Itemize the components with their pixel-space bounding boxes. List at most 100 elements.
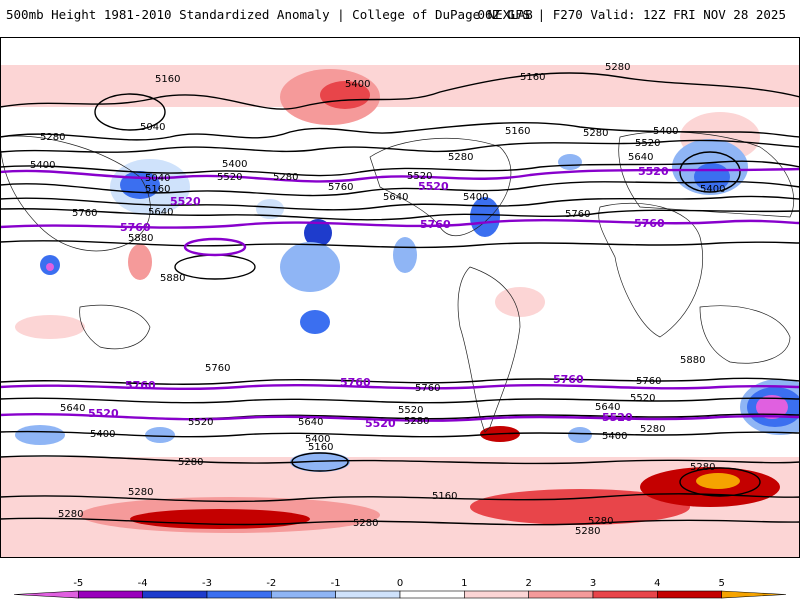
colorbar-tick-label: 2	[525, 578, 531, 589]
contour-label: 5520	[188, 417, 213, 428]
contour-label: 5160	[308, 442, 333, 453]
contour-label: 5160	[505, 126, 530, 137]
contour-label: 5520	[418, 180, 449, 193]
contour-label: 5280	[575, 526, 600, 537]
contour-label: 5160	[145, 184, 170, 195]
colorbar-tick-label: -5	[73, 578, 83, 589]
contour-label: 5280	[690, 462, 715, 473]
highlight-contours	[0, 167, 800, 422]
colorbar-swatch	[142, 590, 208, 599]
contour-label: 5640	[298, 417, 323, 428]
contour-label: 5760	[340, 376, 371, 389]
contour-label: 5400	[463, 192, 488, 203]
contour-label: 5280	[605, 62, 630, 73]
contour-label: 5520	[398, 405, 423, 416]
colorbar-tick-label: 1	[461, 578, 467, 589]
contour-label: 5160	[155, 74, 180, 85]
contour-label: 5280	[640, 424, 665, 435]
contour-label: 5520	[635, 138, 660, 149]
height-contour-labels: 5160 5040 5280 5400 5400 5160 5280 5160 …	[30, 62, 725, 537]
contour-label: 5280	[353, 518, 378, 529]
contour-label: 5760	[634, 217, 665, 230]
contour-label: 5280	[588, 516, 613, 527]
contour-label: 5640	[383, 192, 408, 203]
contour-label: 5040	[145, 173, 170, 184]
contour-label: 5640	[628, 152, 653, 163]
colorbar-tick-label: 3	[590, 578, 596, 589]
contour-label: 5760	[420, 218, 451, 231]
contour-label: 5400	[305, 434, 330, 445]
contour-label: 5520	[88, 407, 119, 420]
contour-label: 5760	[636, 376, 661, 387]
contour-label: 5520	[365, 417, 396, 430]
contour-label: 5400	[602, 431, 627, 442]
contour-label: 5400	[700, 184, 725, 195]
contour-label: 5400	[222, 159, 247, 170]
colorbar-swatch	[335, 590, 401, 599]
contour-label: 5760	[205, 363, 230, 374]
contour-label: 5520	[170, 195, 201, 208]
positive-anomaly-shading	[0, 65, 800, 558]
colorbar-tick-label: -3	[202, 578, 212, 589]
contour-label: 5040	[140, 122, 165, 133]
contour-label: 5280	[40, 132, 65, 143]
negative-anomaly-shading	[15, 139, 800, 472]
colorbar-tick-label: 4	[654, 578, 660, 589]
model-run-info: 06Z GFS | F270 Valid: 12Z FRI NOV 28 202…	[477, 7, 786, 22]
contour-label: 5280	[178, 457, 203, 468]
height-contours	[0, 72, 800, 526]
contour-label: 5520	[638, 165, 669, 178]
contour-label: 5400	[653, 126, 678, 137]
contour-label: 5520	[407, 171, 432, 182]
contour-label: 5640	[60, 403, 85, 414]
colorbar-swatches	[13, 590, 787, 599]
colorbar-swatch	[721, 590, 787, 599]
contour-label: 5760	[553, 373, 584, 386]
contour-label: 5760	[125, 379, 156, 392]
colorbar: -5 -4 -3 -2 -1 0 1 2 3 4 5	[13, 578, 787, 599]
header-bar: 500mb Height 1981-2010 Standardized Anom…	[0, 0, 800, 36]
contour-label: 5400	[90, 429, 115, 440]
contour-label: 5880	[160, 273, 185, 284]
contour-label: 5640	[148, 207, 173, 218]
colorbar-tick-label: 5	[718, 578, 724, 589]
colorbar-swatch	[13, 590, 79, 599]
contour-label: 5280	[128, 487, 153, 498]
colorbar-swatch	[528, 590, 594, 599]
contour-label: 5400	[345, 79, 370, 90]
contour-label: 5160	[520, 72, 545, 83]
contour-label: 5280	[583, 128, 608, 139]
colorbar-tick-label: -2	[266, 578, 276, 589]
colorbar-swatch	[206, 590, 272, 599]
colorbar-swatch	[464, 590, 529, 599]
colorbar-tick-label: 0	[397, 578, 403, 589]
contour-label: 5280	[404, 416, 429, 427]
contour-label: 5760	[415, 383, 440, 394]
anomaly-map: 5160 5040 5280 5400 5400 5160 5280 5160 …	[0, 37, 800, 558]
contour-label: 5880	[680, 355, 705, 366]
colorbar-swatch	[271, 590, 336, 599]
highlight-contour-labels: 5520 5520 5520 5760 5760 5760 5760 5760 …	[88, 165, 669, 430]
contour-label: 5400	[30, 160, 55, 171]
colorbar-swatch	[399, 590, 465, 599]
contour-label: 5640	[595, 402, 620, 413]
colorbar-swatch	[592, 590, 658, 599]
colorbar-tick-label: -4	[138, 578, 148, 589]
colorbar-tick-label: -1	[331, 578, 341, 589]
colorbar-ticks: -5 -4 -3 -2 -1 0 1 2 3 4 5	[73, 578, 725, 589]
contour-label: 5760	[328, 182, 353, 193]
contour-label: 5280	[273, 172, 298, 183]
contour-label: 5880	[128, 233, 153, 244]
contour-label: 5520	[630, 393, 655, 404]
colorbar-swatch	[657, 590, 722, 599]
contour-label: 5520	[217, 172, 242, 183]
contour-label: 5520	[602, 411, 633, 424]
contour-label: 5760	[120, 221, 151, 234]
contour-label: 5160	[432, 491, 457, 502]
contour-label: 5280	[58, 509, 83, 520]
map-title: 500mb Height 1981-2010 Standardized Anom…	[6, 7, 533, 22]
colorbar-swatch	[78, 590, 143, 599]
contour-label: 5760	[565, 209, 590, 220]
contour-label: 5280	[448, 152, 473, 163]
contour-label: 5760	[72, 208, 97, 219]
